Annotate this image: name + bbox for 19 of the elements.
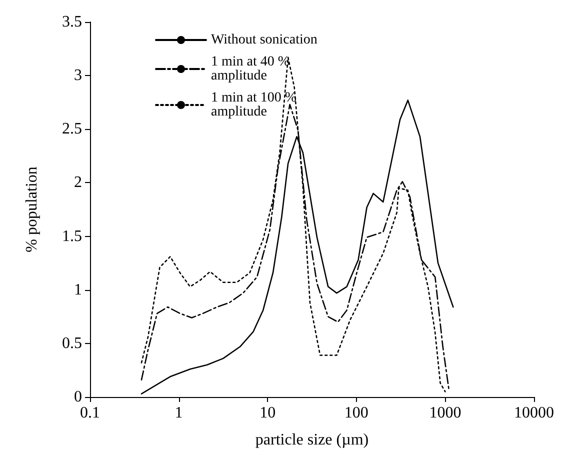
y-tick-label: 0 — [74, 388, 82, 406]
x-tick-label: 100 — [344, 404, 368, 422]
x-tick-label: 10 — [260, 404, 276, 422]
x-tick-label: 10000 — [514, 404, 554, 422]
y-tick-label: 0.5 — [62, 334, 82, 352]
y-tick-label: 1 — [74, 281, 82, 298]
legend-label: Without sonication — [211, 32, 318, 48]
y-tick-label: 1.5 — [62, 228, 82, 245]
y-tick-label: 2 — [74, 174, 82, 192]
x-tick-label: 0.1 — [80, 404, 100, 422]
y-axis-title: % population — [24, 166, 40, 252]
y-tick-label: 3.5 — [62, 14, 82, 30]
y-tick-label: 3 — [74, 67, 82, 84]
x-tick-label: 1000 — [429, 404, 462, 422]
legend-label: 1 min at 100 % amplitude — [211, 90, 300, 120]
y-tick-label: 2.5 — [62, 120, 82, 138]
x-tick-label: 1 — [174, 404, 183, 422]
legend-label: 1 min at 40 % amplitude — [211, 54, 294, 84]
x-axis-title: particle size (µm) — [255, 432, 369, 448]
